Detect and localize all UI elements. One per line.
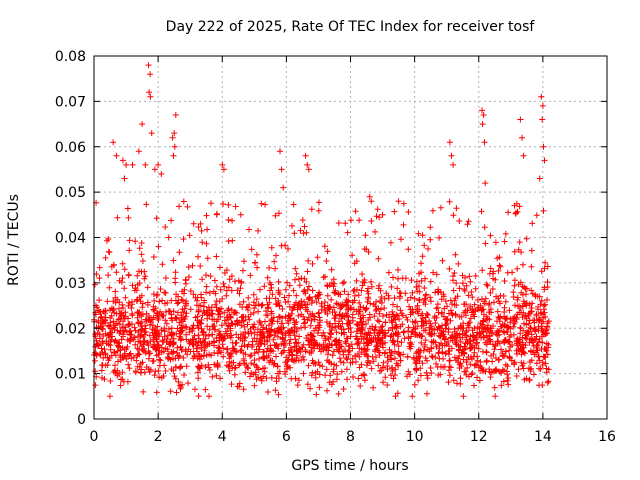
x-tick-label: 16	[598, 429, 616, 445]
chart-title: Day 222 of 2025, Rate Of TEC Index for r…	[166, 19, 536, 35]
x-tick-label: 2	[154, 429, 163, 445]
x-tick-label: 14	[534, 429, 552, 445]
y-tick-label: 0.03	[55, 276, 86, 292]
x-tick-label: 8	[346, 429, 355, 445]
y-tick-label: 0.01	[55, 367, 86, 383]
y-tick-label: 0.02	[55, 321, 86, 337]
y-tick-label: 0.06	[55, 140, 86, 156]
y-tick-label: 0.07	[55, 94, 86, 110]
x-tick-label: 10	[406, 429, 424, 445]
roti-points	[91, 62, 552, 400]
y-tick-label: 0	[77, 412, 86, 428]
data-points	[91, 62, 552, 400]
y-tick-label: 0.08	[55, 49, 86, 65]
x-tick-label: 4	[218, 429, 227, 445]
axis-ticks: 0 2 4 6 8 10 12 14 16 0 0.01 0.02 0.03 0.04 0.05 0.06 0.…	[55, 49, 616, 445]
x-tick-label: 12	[470, 429, 488, 445]
x-tick-label: 6	[282, 429, 291, 445]
x-axis-label: GPS time / hours	[291, 458, 408, 474]
y-axis-label: ROTI / TECUs	[6, 194, 22, 286]
y-tick-label: 0.04	[55, 231, 86, 247]
y-tick-label: 0.05	[55, 185, 86, 201]
x-tick-label: 0	[90, 429, 99, 445]
